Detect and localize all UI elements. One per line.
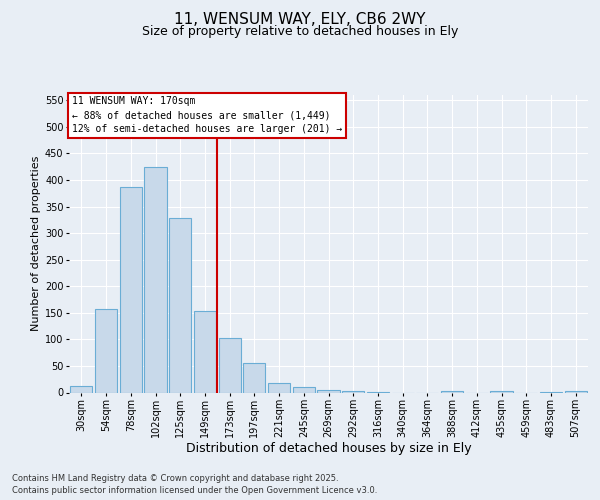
Bar (317, 390, 340, 392)
Text: 11, WENSUM WAY, ELY, CB6 2WY: 11, WENSUM WAY, ELY, CB6 2WY (174, 12, 426, 28)
Bar (194, 311, 216, 392)
Bar (218, 338, 241, 392)
Bar (119, 187, 142, 392)
X-axis label: Distribution of detached houses by size in Ely: Distribution of detached houses by size … (185, 442, 472, 454)
Bar (243, 364, 265, 392)
Bar (95, 309, 117, 392)
Bar (342, 391, 364, 392)
Text: Size of property relative to detached houses in Ely: Size of property relative to detached ho… (142, 25, 458, 38)
Bar (70, 386, 92, 392)
Bar (145, 166, 167, 392)
Text: 11 WENSUM WAY: 170sqm
← 88% of detached houses are smaller (1,449)
12% of semi-d: 11 WENSUM WAY: 170sqm ← 88% of detached … (71, 96, 342, 134)
Bar (441, 391, 463, 392)
Text: Contains HM Land Registry data © Crown copyright and database right 2025.
Contai: Contains HM Land Registry data © Crown c… (12, 474, 377, 495)
Bar (293, 387, 315, 392)
Bar (169, 218, 191, 392)
Bar (268, 383, 290, 392)
Y-axis label: Number of detached properties: Number of detached properties (31, 156, 41, 332)
